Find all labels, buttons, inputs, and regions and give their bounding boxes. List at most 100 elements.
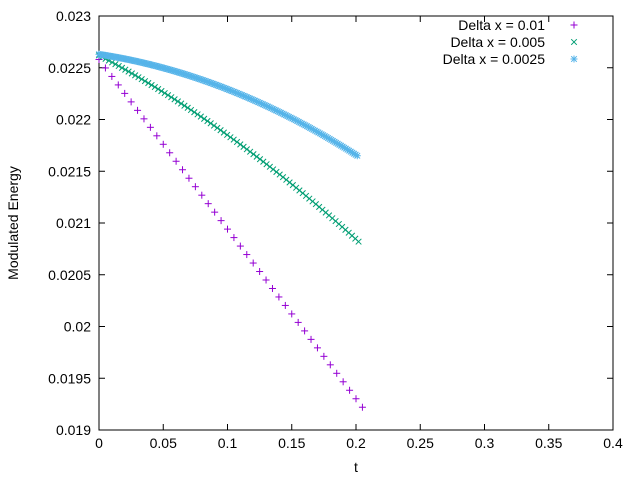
data-point	[115, 62, 122, 70]
data-point	[128, 70, 136, 77]
y-tick-label: 0.023	[56, 8, 91, 24]
data-point	[288, 310, 296, 318]
data-point	[146, 123, 154, 131]
x-tick-label: 0.05	[150, 435, 177, 451]
data-point	[112, 61, 119, 68]
axis-ticks	[98, 15, 614, 431]
data-point	[230, 234, 238, 242]
y-tick-label: 0.0195	[48, 370, 91, 386]
data-point	[243, 146, 251, 153]
data-point	[224, 225, 231, 233]
series-1	[95, 55, 366, 411]
data-point	[236, 242, 244, 250]
data-point	[164, 92, 172, 99]
data-point	[260, 158, 267, 165]
x-tick-label: 0.25	[407, 435, 434, 451]
data-point	[339, 378, 347, 386]
y-tick-label: 0.02	[64, 319, 91, 335]
data-point	[210, 122, 218, 129]
y-tick-label: 0.0225	[48, 60, 91, 76]
legend-label: Delta x = 0.01	[458, 17, 545, 33]
data-point	[168, 94, 175, 101]
data-point	[145, 79, 152, 87]
data-point	[200, 115, 208, 122]
data-point	[101, 64, 109, 72]
plot-frame	[98, 15, 614, 431]
data-point	[185, 174, 193, 182]
data-point	[266, 163, 274, 170]
data-point	[166, 149, 174, 157]
data-point	[211, 208, 219, 216]
data-point	[122, 66, 129, 73]
data-point	[153, 132, 161, 140]
data-point	[174, 98, 182, 105]
data-point	[263, 161, 270, 168]
data-point	[108, 72, 116, 80]
data-point	[198, 191, 206, 199]
y-tick-label: 0.021	[56, 215, 91, 231]
data-point	[256, 268, 264, 276]
data-point	[125, 68, 132, 75]
data-point	[353, 152, 361, 160]
data-point	[352, 395, 360, 403]
data-point	[214, 124, 221, 132]
data-point	[191, 183, 199, 191]
data-point	[184, 104, 191, 111]
data-point	[161, 89, 168, 97]
data-point	[177, 100, 185, 107]
series-layer	[95, 50, 366, 411]
data-point	[237, 141, 244, 148]
data-point	[135, 74, 142, 81]
data-point	[262, 276, 270, 284]
x-tick-label: 0.1	[218, 435, 238, 451]
y-tick-label: 0.0205	[48, 267, 91, 283]
data-point	[240, 143, 247, 150]
data-point	[346, 386, 354, 394]
legend-item: Delta x = 0.01	[458, 17, 578, 33]
data-point	[154, 85, 162, 93]
data-point	[141, 77, 149, 85]
data-point	[249, 259, 257, 267]
data-point	[358, 403, 366, 411]
legend-marker	[570, 21, 578, 29]
y-tick-label: 0.019	[56, 422, 91, 438]
legend-label: Delta x = 0.005	[450, 34, 545, 50]
data-point	[191, 109, 198, 116]
data-point	[172, 157, 180, 165]
data-point	[148, 81, 155, 89]
x-tick-label: 0.3	[475, 435, 495, 451]
data-point	[204, 117, 211, 125]
data-point	[140, 115, 148, 123]
data-point	[159, 140, 167, 148]
data-point	[294, 318, 302, 326]
data-point	[158, 87, 165, 95]
legend-item: Delta x = 0.0025	[443, 51, 578, 67]
series-2	[95, 52, 362, 245]
data-point	[313, 344, 321, 352]
data-point	[227, 134, 234, 141]
data-point	[307, 335, 315, 343]
legend-marker	[570, 38, 578, 46]
data-point	[256, 156, 264, 163]
data-point	[108, 59, 116, 66]
data-point	[275, 293, 283, 301]
data-point	[138, 76, 145, 83]
data-point	[230, 136, 237, 143]
y-tick-label: 0.0215	[48, 163, 91, 179]
data-point	[134, 106, 142, 114]
data-point	[171, 96, 178, 103]
data-point	[281, 301, 289, 309]
data-point	[114, 81, 122, 89]
data-point	[207, 120, 214, 127]
data-point	[118, 64, 126, 71]
x-tick-label: 0.35	[535, 435, 562, 451]
x-tick-label: 0.4	[603, 435, 623, 451]
data-point	[127, 98, 135, 106]
x-axis-title: t	[354, 459, 358, 475]
data-point	[355, 238, 362, 245]
data-point	[121, 89, 129, 97]
data-point	[220, 129, 228, 136]
data-point	[204, 200, 212, 208]
x-tick-label: 0.15	[278, 435, 305, 451]
